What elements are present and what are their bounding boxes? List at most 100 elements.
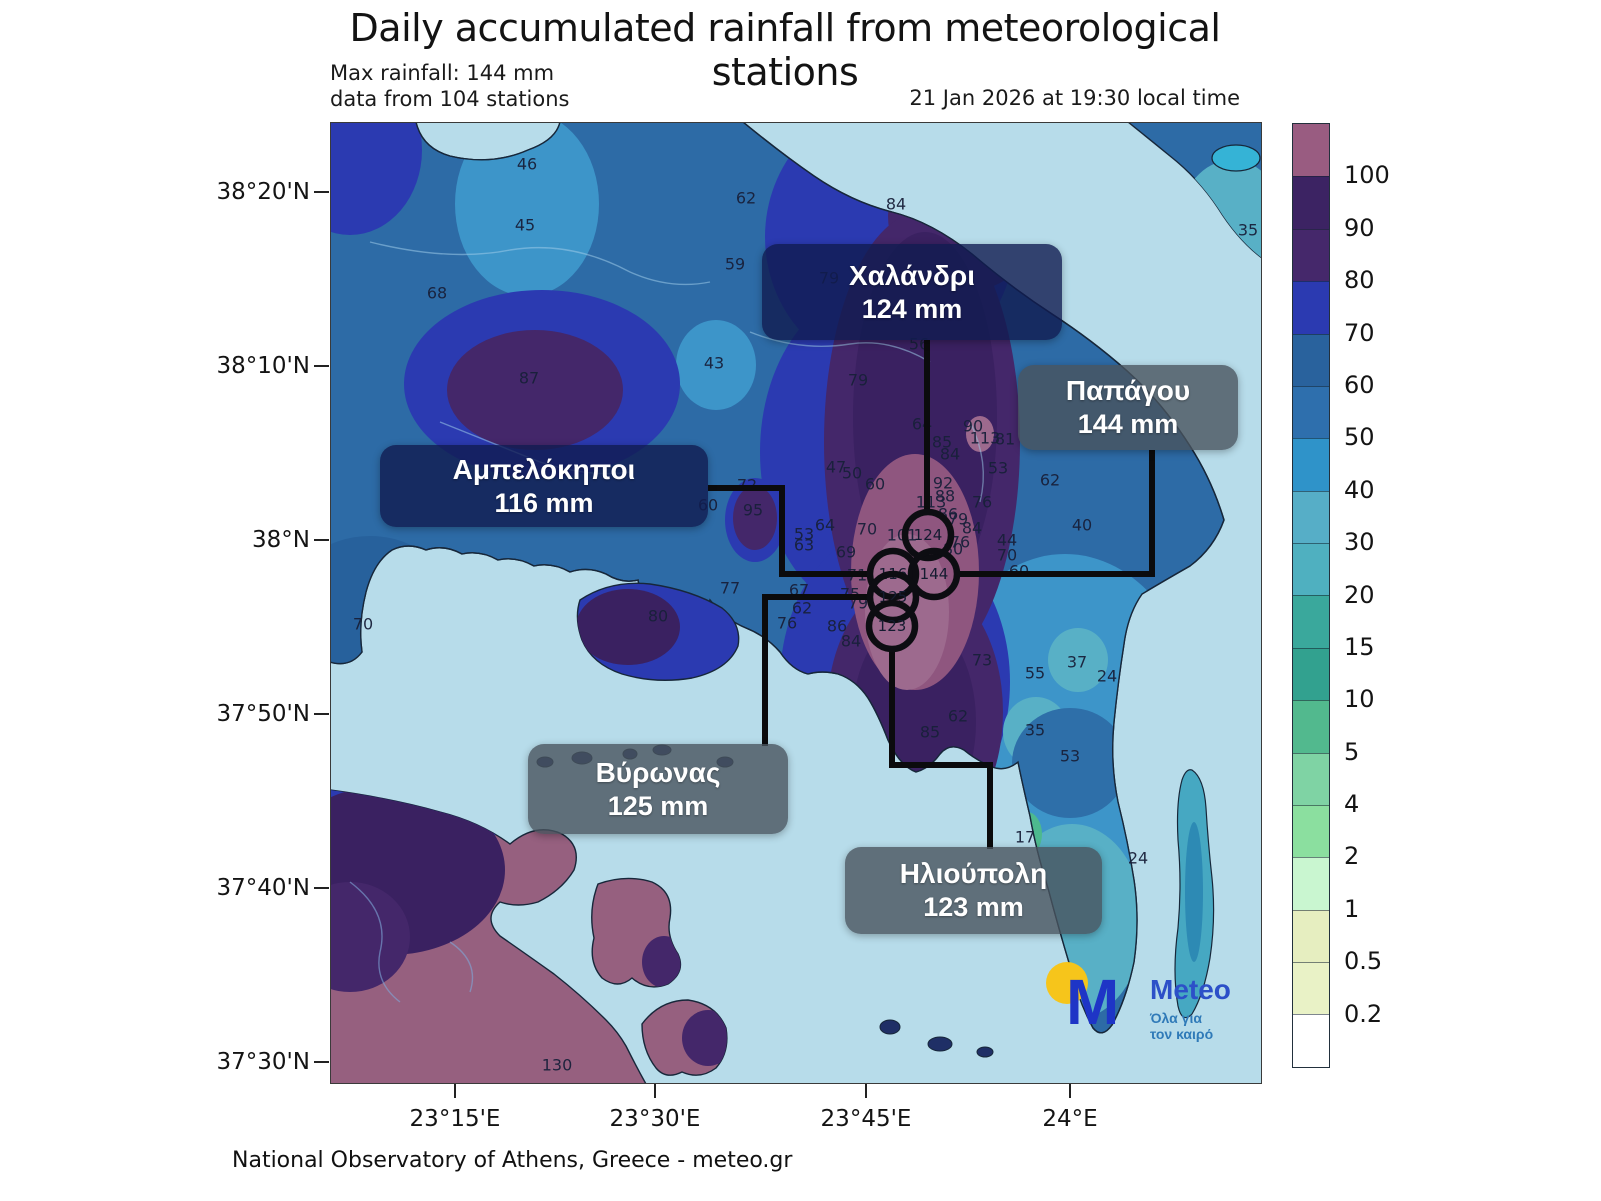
lon-tick-label: 23°15'E — [409, 1106, 501, 1132]
lon-tick-mark — [654, 1084, 656, 1098]
station-value: 24 — [1127, 848, 1149, 868]
station-value: 35 — [1237, 220, 1259, 240]
colorbar-tick-label: 15 — [1344, 632, 1375, 661]
station-value: 69 — [835, 542, 857, 562]
callout-box-halandri: Χαλάνδρι 124 mm — [762, 244, 1062, 340]
callout-station-name: Παπάγου — [1065, 375, 1191, 406]
map-panel: 4645628468597956874379649011381858453475… — [330, 122, 1262, 1084]
station-circle-ilioupoli — [865, 599, 919, 653]
callout-station-value: 125 mm — [607, 790, 709, 821]
logo-m-icon: M — [1066, 966, 1120, 1038]
page-title: Daily accumulated rainfall from meteorol… — [349, 6, 1221, 94]
colorbar-tick-label: 10 — [1344, 685, 1375, 714]
station-value: 79 — [947, 509, 969, 529]
station-value: 68 — [426, 283, 448, 303]
station-value: 73 — [971, 650, 993, 670]
colorbar-segment — [1293, 543, 1329, 596]
station-values-layer: 4645628468597956874379649011381858453475… — [330, 122, 1262, 1084]
station-value: 47 — [825, 457, 847, 477]
lat-tick-label: 38°N — [252, 527, 310, 553]
max-rainfall-text: Max rainfall: 144 mm — [330, 61, 555, 85]
lat-tick-label: 37°50'N — [216, 701, 310, 727]
callout-box-ampelokipoi: Αμπελόκηποι 116 mm — [380, 445, 708, 527]
callout-station-name: Χαλάνδρι — [849, 259, 975, 291]
meteo-logo: M Meteo Όλα για τον καιρό — [1030, 954, 1260, 1054]
rainfall-colorbar — [1292, 123, 1330, 1068]
lat-tick-mark — [314, 887, 329, 889]
colorbar-tick-label: 1 — [1344, 894, 1360, 923]
colorbar-segment — [1293, 438, 1329, 491]
station-circle-vyronas — [866, 570, 920, 624]
station-value: 81 — [994, 429, 1016, 449]
station-value: 53 — [793, 524, 815, 544]
station-value: 37 — [1066, 652, 1088, 672]
callout-station-value: 123 mm — [923, 892, 1024, 922]
colorbar-segment — [1293, 124, 1329, 177]
station-value: 64 — [814, 515, 836, 535]
station-value: 62 — [791, 598, 813, 618]
lat-tick-mark — [314, 539, 329, 541]
colorbar-tick-label: 5 — [1344, 737, 1360, 766]
station-value: 50 — [841, 463, 863, 483]
colorbar-tick-label: 4 — [1344, 790, 1360, 819]
station-value: 62 — [735, 188, 757, 208]
station-value: 86 — [826, 616, 848, 636]
colorbar-segment — [1293, 1014, 1329, 1067]
station-value: 53 — [987, 458, 1009, 478]
station-value: 85 — [919, 722, 941, 742]
station-circle-papagou — [907, 547, 961, 601]
colorbar-segment — [1293, 490, 1329, 543]
colorbar-tick-label: 0.2 — [1344, 999, 1383, 1028]
station-circle-value: 123 — [878, 617, 907, 635]
credit-text: National Observatory of Athens, Greece -… — [232, 1148, 793, 1173]
lat-tick-label: 37°40'N — [216, 875, 310, 901]
lat-tick-mark — [314, 1061, 329, 1063]
station-value: 62 — [1039, 470, 1061, 490]
station-circle-halandri — [901, 508, 955, 562]
colorbar-tick-label: 70 — [1344, 318, 1375, 347]
callout-boxes-layer: Χαλάνδρι 124 mm Παπάγου 144 mm Αμπελόκηποι 11… — [330, 122, 1262, 1084]
station-value: 80 — [647, 606, 669, 626]
lon-tick-mark — [865, 1084, 867, 1098]
callout-station-value: 144 mm — [1077, 409, 1179, 439]
station-value: 90 — [962, 416, 984, 436]
station-value: 88 — [934, 486, 956, 506]
station-value: 24 — [1096, 666, 1118, 686]
station-value: 77 — [719, 578, 741, 598]
callout-station-name: Αμπελόκηποι — [452, 453, 636, 485]
station-value: 17 — [1014, 827, 1036, 847]
station-value: 62 — [947, 706, 969, 726]
colorbar-segment — [1293, 595, 1329, 648]
station-value: 70 — [996, 545, 1018, 565]
logo-brand-text: Meteo — [1150, 974, 1231, 1005]
station-value: 79 — [847, 370, 869, 390]
lat-tick-mark — [314, 365, 329, 367]
station-value: 44 — [996, 530, 1018, 550]
lat-tick-label: 37°30'N — [216, 1049, 310, 1075]
station-circle-ampelokipoi — [866, 547, 920, 601]
colorbar-segment — [1293, 857, 1329, 910]
lon-tick-label: 23°30'E — [609, 1106, 701, 1132]
station-count-text: data from 104 stations — [330, 87, 570, 111]
callout-station-name: Ηλιούπολη — [899, 858, 1048, 889]
lon-tick-label: 24°E — [1042, 1106, 1098, 1132]
callout-box-ilioupoli: Ηλιούπολη 123 mm — [845, 847, 1102, 934]
colorbar-segment — [1293, 333, 1329, 386]
small-island — [1211, 144, 1261, 172]
callout-box-papagou: Παπάγου 144 mm — [1018, 365, 1238, 450]
colorbar-segment — [1293, 962, 1329, 1015]
subtitle: Max rainfall: 144 mm data from 104 stati… — [330, 60, 570, 112]
station-value: 59 — [724, 254, 746, 274]
colorbar-segment — [1293, 281, 1329, 334]
colorbar-tick-label: 2 — [1344, 842, 1360, 871]
station-value: 60 — [864, 474, 886, 494]
colorbar-segment — [1293, 909, 1329, 962]
station-value: 63 — [793, 535, 815, 555]
station-value: 53 — [1059, 746, 1081, 766]
station-value: 113 — [969, 428, 1001, 448]
station-value: 43 — [703, 353, 725, 373]
station-value: 46 — [516, 154, 538, 174]
colorbar-segment — [1293, 228, 1329, 282]
lat-tick-mark — [314, 191, 329, 193]
